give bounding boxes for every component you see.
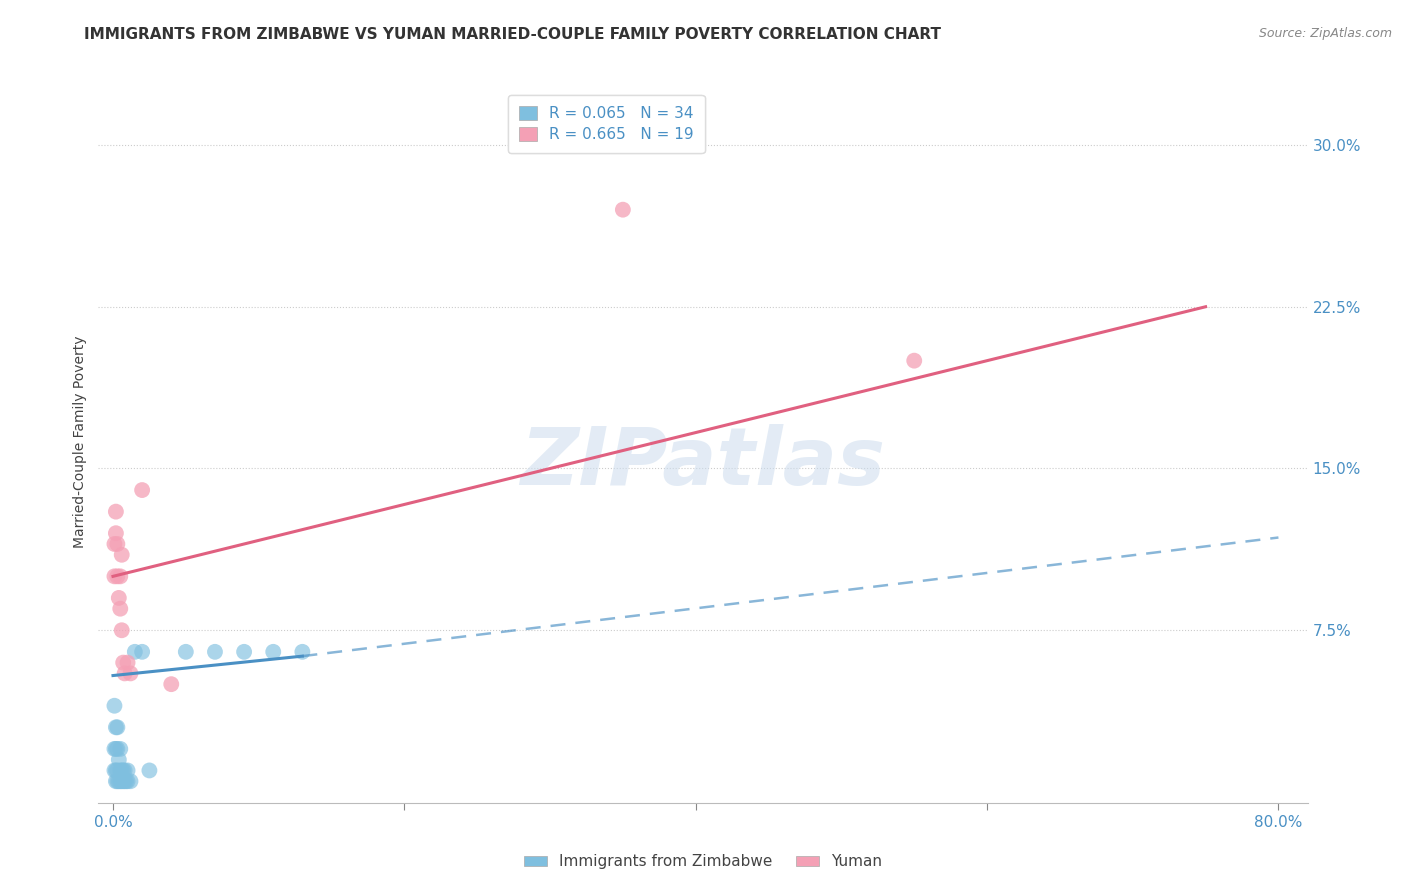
Point (114, 764, 136, 778)
Point (103, 537, 125, 551)
Point (108, 753, 131, 767)
Point (111, 774, 134, 789)
Point (120, 666, 142, 681)
Point (115, 774, 138, 789)
Point (104, 774, 127, 789)
Text: IMMIGRANTS FROM ZIMBABWE VS YUMAN MARRIED-COUPLE FAMILY POVERTY CORRELATION CHAR: IMMIGRANTS FROM ZIMBABWE VS YUMAN MARRIE… (84, 27, 942, 42)
Point (103, 764, 125, 778)
Point (138, 764, 160, 778)
Point (114, 666, 136, 681)
Point (103, 698, 125, 713)
Point (103, 742, 125, 756)
Point (117, 764, 139, 778)
Point (262, 645, 284, 659)
Point (110, 742, 132, 756)
Point (105, 569, 128, 583)
Point (120, 774, 142, 789)
Point (117, 656, 139, 670)
Point (612, 202, 634, 217)
Point (112, 764, 135, 778)
Point (104, 742, 127, 756)
Point (108, 774, 131, 789)
Point (112, 774, 135, 789)
Point (105, 774, 128, 789)
Point (105, 742, 128, 756)
Text: Source: ZipAtlas.com: Source: ZipAtlas.com (1258, 27, 1392, 40)
Point (131, 483, 153, 497)
Point (111, 548, 134, 562)
Point (104, 764, 127, 778)
Point (104, 505, 127, 519)
Point (233, 645, 256, 659)
Point (111, 624, 134, 638)
Point (104, 720, 127, 734)
Point (131, 645, 153, 659)
Point (114, 774, 136, 789)
Point (110, 569, 132, 583)
Point (111, 764, 134, 778)
Point (110, 774, 132, 789)
Point (103, 569, 125, 583)
Point (112, 656, 135, 670)
Point (204, 645, 226, 659)
Text: ZIPatlas: ZIPatlas (520, 425, 886, 502)
Point (174, 645, 197, 659)
Point (104, 526, 127, 541)
Y-axis label: Married-Couple Family Poverty: Married-Couple Family Poverty (73, 335, 87, 548)
Point (105, 764, 128, 778)
Point (105, 720, 128, 734)
Point (105, 537, 128, 551)
Legend: Immigrants from Zimbabwe, Yuman: Immigrants from Zimbabwe, Yuman (517, 848, 889, 875)
Point (117, 774, 139, 789)
Point (124, 645, 146, 659)
Point (110, 601, 132, 615)
Point (110, 764, 132, 778)
Point (160, 677, 183, 691)
Point (108, 591, 131, 605)
Point (291, 645, 314, 659)
Legend: R = 0.065   N = 34, R = 0.665   N = 19: R = 0.065 N = 34, R = 0.665 N = 19 (508, 95, 704, 153)
Point (903, 353, 925, 368)
